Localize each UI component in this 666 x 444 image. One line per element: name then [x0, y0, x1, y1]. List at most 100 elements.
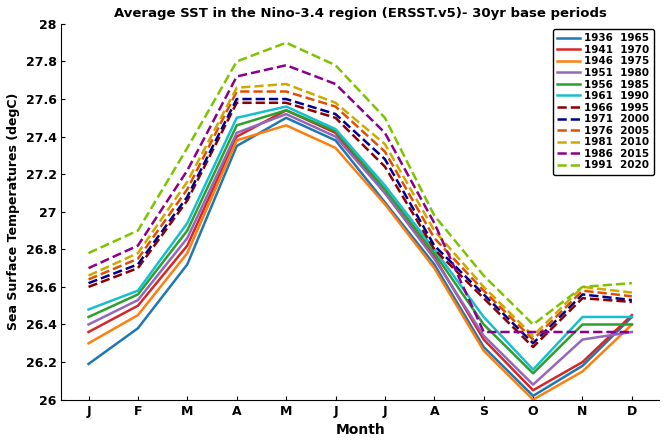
1956  1985: [628, 322, 636, 327]
1936  1965: [430, 262, 438, 267]
1956  1985: [332, 128, 340, 134]
Line: 1966  1995: 1966 1995: [89, 103, 632, 347]
1971  2000: [85, 281, 93, 286]
1956  1985: [480, 322, 488, 327]
1981  2010: [282, 81, 290, 87]
1966  1995: [183, 198, 191, 203]
1991  2020: [134, 228, 142, 233]
Line: 1936  1965: 1936 1965: [89, 118, 632, 396]
1956  1985: [529, 371, 537, 376]
1951  1980: [232, 130, 240, 135]
1941  1970: [282, 107, 290, 113]
1956  1985: [430, 250, 438, 256]
1971  2000: [480, 292, 488, 297]
1941  1970: [183, 243, 191, 248]
1966  1995: [332, 115, 340, 120]
1981  2010: [430, 228, 438, 233]
1971  2000: [282, 96, 290, 102]
1956  1985: [381, 186, 389, 192]
1941  1970: [529, 388, 537, 393]
1951  1980: [282, 111, 290, 117]
1961  1990: [381, 183, 389, 188]
Legend: 1936  1965, 1941  1970, 1946  1975, 1951  1980, 1956  1985, 1961  1990, 1966  19: 1936 1965, 1941 1970, 1946 1975, 1951 19…: [553, 29, 654, 174]
1986  2015: [85, 266, 93, 271]
1961  1990: [579, 314, 587, 320]
1966  1995: [282, 100, 290, 106]
1976  2005: [85, 277, 93, 282]
1991  2020: [332, 63, 340, 68]
1981  2010: [480, 284, 488, 289]
1976  2005: [628, 293, 636, 299]
1991  2020: [183, 145, 191, 151]
1971  2000: [529, 341, 537, 346]
1941  1970: [332, 130, 340, 135]
1956  1985: [183, 228, 191, 233]
1986  2015: [480, 329, 488, 335]
1946  1975: [480, 348, 488, 353]
1951  1980: [332, 134, 340, 139]
1976  2005: [381, 149, 389, 155]
1936  1965: [282, 115, 290, 120]
1966  1995: [628, 299, 636, 305]
1951  1980: [529, 382, 537, 387]
1941  1970: [134, 303, 142, 309]
1936  1965: [579, 363, 587, 369]
1941  1970: [430, 254, 438, 259]
1946  1975: [332, 145, 340, 151]
1941  1970: [381, 190, 389, 196]
1946  1975: [183, 250, 191, 256]
1961  1990: [628, 314, 636, 320]
1956  1985: [232, 123, 240, 128]
1986  2015: [579, 329, 587, 335]
1936  1965: [183, 262, 191, 267]
1946  1975: [381, 202, 389, 207]
1986  2015: [134, 243, 142, 248]
1971  2000: [183, 194, 191, 199]
Line: 1991  2020: 1991 2020: [89, 43, 632, 325]
1971  2000: [232, 96, 240, 102]
1966  1995: [579, 296, 587, 301]
1946  1975: [579, 369, 587, 374]
1976  2005: [183, 186, 191, 192]
1956  1985: [134, 292, 142, 297]
1981  2010: [529, 333, 537, 338]
1981  2010: [579, 284, 587, 289]
1971  2000: [134, 262, 142, 267]
1946  1975: [282, 123, 290, 128]
1971  2000: [381, 156, 389, 162]
1976  2005: [579, 288, 587, 293]
1986  2015: [282, 63, 290, 68]
1981  2010: [85, 273, 93, 278]
1986  2015: [232, 74, 240, 79]
1961  1990: [134, 288, 142, 293]
1986  2015: [183, 168, 191, 173]
1971  2000: [579, 292, 587, 297]
1951  1980: [134, 297, 142, 303]
1966  1995: [430, 247, 438, 252]
Line: 1961  1990: 1961 1990: [89, 107, 632, 369]
1981  2010: [232, 85, 240, 91]
1951  1980: [628, 329, 636, 335]
Line: 1946  1975: 1946 1975: [89, 125, 632, 400]
1991  2020: [579, 284, 587, 289]
1991  2020: [232, 59, 240, 64]
1966  1995: [134, 266, 142, 271]
1936  1965: [381, 200, 389, 205]
1966  1995: [85, 284, 93, 289]
1936  1965: [85, 361, 93, 367]
1986  2015: [430, 220, 438, 226]
1986  2015: [628, 329, 636, 335]
1951  1980: [85, 322, 93, 327]
1976  2005: [332, 104, 340, 109]
1946  1975: [430, 266, 438, 271]
1971  2000: [628, 297, 636, 303]
1981  2010: [332, 100, 340, 106]
Line: 1986  2015: 1986 2015: [89, 65, 632, 332]
1966  1995: [381, 164, 389, 169]
1991  2020: [480, 273, 488, 278]
1941  1970: [85, 329, 93, 335]
1986  2015: [332, 81, 340, 87]
Line: 1971  2000: 1971 2000: [89, 99, 632, 343]
1941  1970: [480, 337, 488, 342]
1961  1990: [332, 127, 340, 132]
